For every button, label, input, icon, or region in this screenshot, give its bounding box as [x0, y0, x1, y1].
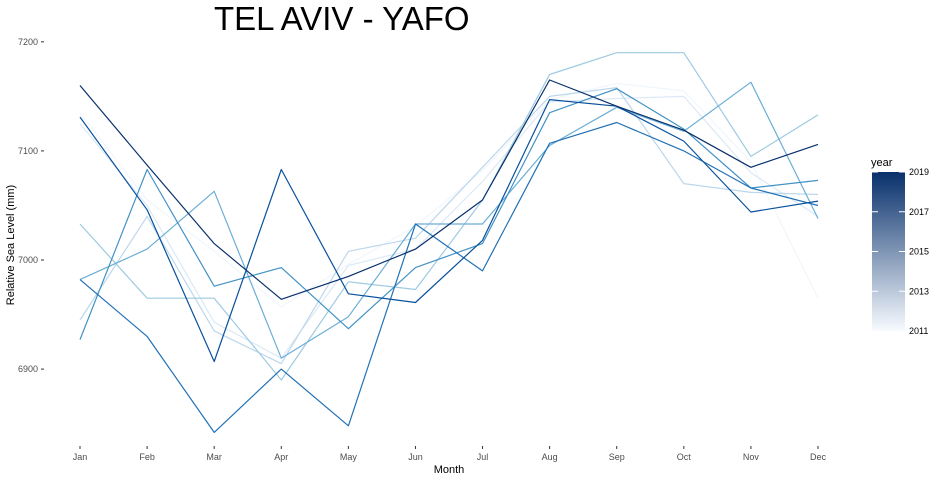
- series-lines: [79, 52, 819, 433]
- series-line-2019: [79, 79, 819, 300]
- x-tick-label: Feb: [139, 452, 155, 462]
- x-axis: Jan Feb Mar Apr May Jun Jul Aug Sep Oct Nov Dec: [73, 446, 827, 462]
- legend-label: 2017: [909, 207, 929, 217]
- x-tick-label: Jan: [73, 452, 88, 462]
- x-tick-label: Oct: [677, 452, 692, 462]
- y-tick-label: 6900: [18, 364, 38, 374]
- legend-title: year: [871, 157, 893, 169]
- y-tick-label: 7100: [18, 146, 38, 156]
- legend-label: 2011: [909, 326, 928, 336]
- y-axis-title: Relative Sea Level (mm): [5, 185, 17, 305]
- year-legend: year 2019 2017 2015 2013 2011: [871, 157, 929, 336]
- chart-title: TEL AVIV - YAFO: [214, 0, 470, 37]
- series-line-2014: [79, 52, 819, 381]
- x-tick-label: Apr: [274, 452, 288, 462]
- y-axis: 6900 7000 7100 7200: [18, 37, 44, 374]
- series-line-2016: [79, 88, 819, 340]
- legend-label: 2015: [909, 247, 929, 257]
- x-tick-label: Jun: [408, 452, 423, 462]
- x-tick-label: Dec: [810, 452, 827, 462]
- x-axis-title: Month: [434, 464, 465, 476]
- series-line-2011: [79, 82, 819, 308]
- x-tick-label: Sep: [609, 452, 625, 462]
- x-tick-label: Mar: [206, 452, 222, 462]
- x-tick-label: Jul: [477, 452, 489, 462]
- x-tick-label: May: [340, 452, 358, 462]
- series-line-2018: [79, 98, 819, 363]
- y-tick-label: 7200: [18, 37, 38, 47]
- y-tick-label: 7000: [18, 255, 38, 265]
- series-line-2013: [79, 86, 819, 365]
- x-tick-label: Aug: [542, 452, 558, 462]
- x-tick-label: Nov: [743, 452, 760, 462]
- legend-label: 2013: [909, 286, 929, 296]
- series-line-2012: [79, 95, 819, 359]
- legend-label: 2019: [909, 167, 929, 177]
- series-line-2017: [79, 121, 819, 433]
